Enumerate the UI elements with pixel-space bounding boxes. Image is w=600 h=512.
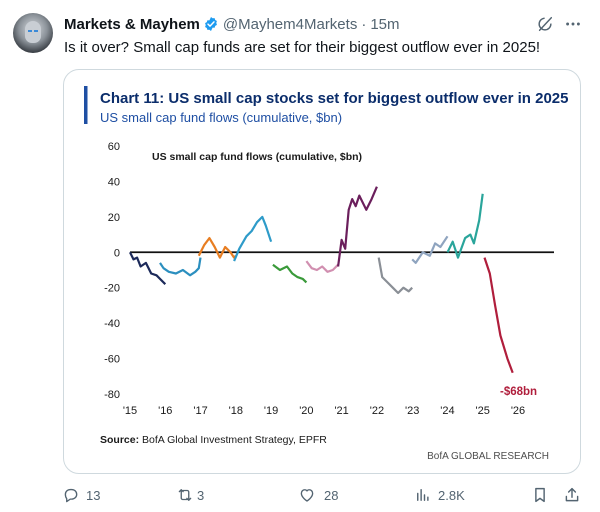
more-options-icon[interactable] (564, 15, 582, 33)
robot-avatar-eye (28, 30, 32, 32)
tweet-media-image[interactable]: Chart 11: US small cap stocks set for bi… (63, 69, 581, 474)
x-tick-label: '22 (370, 405, 384, 417)
source-label: Source: (100, 434, 139, 446)
series-line-2 (159, 257, 202, 277)
source-text: BofA Global Investment Strategy, EPFR (139, 434, 327, 446)
views-chart-icon (417, 489, 429, 501)
series-line-10 (446, 193, 484, 259)
tweet-text: Is it over? Small cap funds are set for … (64, 39, 541, 56)
series-line-8 (377, 257, 413, 295)
x-tick-label: '16 (158, 405, 172, 417)
grok-icon[interactable] (536, 15, 554, 33)
y-tick-label: -20 (104, 283, 120, 295)
y-tick-label: 20 (108, 212, 120, 224)
x-tick-label: '17 (193, 405, 207, 417)
author-handle[interactable]: @Mayhem4Markets (222, 15, 358, 33)
reply-button[interactable]: 13 (62, 484, 100, 506)
share-icon[interactable] (563, 486, 581, 504)
verified-badge-icon (204, 17, 217, 31)
timestamp[interactable]: 15m (370, 15, 400, 33)
chart-title: Chart 11: US small cap stocks set for bi… (100, 90, 569, 107)
separator-dot: · (361, 15, 367, 33)
x-tick-label: '24 (440, 405, 454, 417)
series-line-4 (233, 215, 273, 262)
like-count: 28 (324, 487, 339, 503)
annotation-label: -$68bn (500, 386, 537, 398)
source-note: Source: BofA Global Investment Strategy,… (100, 434, 327, 446)
series-line-11 (483, 257, 514, 374)
views-count: 2.8K (438, 487, 465, 503)
reply-count: 13 (86, 487, 101, 503)
repost-icon (178, 489, 192, 501)
x-tick-label: '18 (229, 405, 243, 417)
inner-chart-label: US small cap fund flows (cumulative, $bn… (152, 151, 362, 163)
robot-avatar-eye (34, 30, 38, 32)
chart-subtitle: US small cap fund flows (cumulative, $bn… (100, 110, 342, 125)
tweet-header: Markets & Mayhem @Mayhem4Markets · 15m (64, 14, 400, 34)
series-line-5 (272, 263, 308, 284)
series-line-1 (129, 251, 167, 285)
y-tick-label: -80 (104, 389, 120, 401)
repost-count: 3 (197, 487, 205, 503)
y-tick-label: 40 (108, 176, 120, 188)
x-tick-label: '20 (299, 405, 313, 417)
y-tick-label: -40 (104, 318, 120, 330)
avatar[interactable] (13, 13, 53, 53)
series-line-9 (411, 235, 449, 264)
x-tick-label: '25 (476, 405, 490, 417)
x-tick-label: '26 (511, 405, 525, 417)
repost-button[interactable]: 3 (176, 484, 204, 506)
x-tick-label: '23 (405, 405, 419, 417)
series-line-6 (305, 260, 339, 273)
y-tick-label: -60 (104, 354, 120, 366)
chart: Chart 11: US small cap stocks set for bi… (84, 86, 569, 462)
author-name[interactable]: Markets & Mayhem (64, 15, 200, 33)
footer-brand: BofA GLOBAL RESEARCH (427, 451, 549, 462)
bookmark-icon[interactable] (531, 486, 549, 504)
like-button[interactable]: 28 (298, 484, 338, 506)
series-line-7 (337, 186, 378, 267)
x-tick-label: '19 (264, 405, 278, 417)
reply-icon (64, 488, 78, 503)
y-tick-label: 0 (114, 247, 120, 259)
series-line-3 (197, 237, 237, 259)
robot-avatar-face (25, 21, 41, 43)
title-accent-bar (84, 86, 88, 124)
heart-icon (300, 489, 314, 502)
x-tick-label: '15 (123, 405, 137, 417)
x-tick-label: '21 (334, 405, 348, 417)
views-button[interactable]: 2.8K (414, 484, 465, 506)
y-tick-label: 60 (108, 141, 120, 153)
